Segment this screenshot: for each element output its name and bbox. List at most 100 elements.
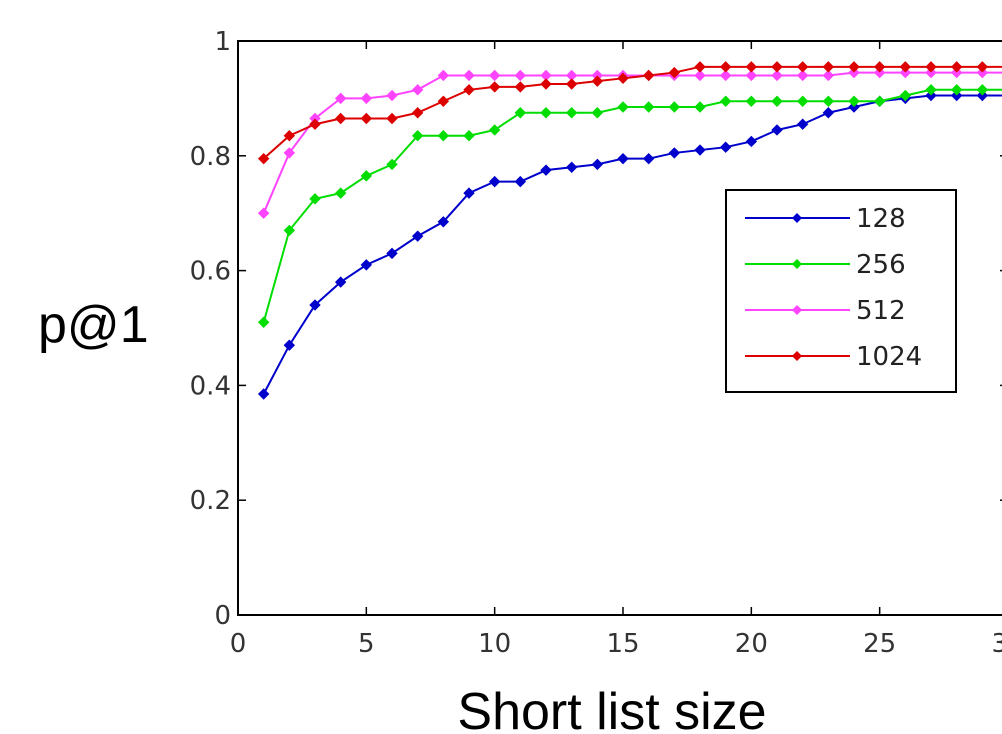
data-point xyxy=(334,112,347,125)
series-1024 xyxy=(257,61,1002,165)
data-point xyxy=(437,130,450,142)
data-point xyxy=(873,61,886,73)
data-point xyxy=(488,81,501,93)
y-axis: 0 0.2 0.4 0.6 0.8 1 xyxy=(190,27,1002,631)
data-point xyxy=(745,135,758,148)
data-point xyxy=(950,66,963,79)
data-point xyxy=(565,107,578,119)
data-point xyxy=(514,81,527,93)
data-point xyxy=(617,72,629,85)
data-point xyxy=(309,299,321,311)
data-point xyxy=(488,69,501,82)
data-point xyxy=(694,61,706,73)
data-point xyxy=(822,95,835,107)
legend-marker xyxy=(792,351,802,361)
data-point xyxy=(334,92,347,105)
y-tick-label: 0.8 xyxy=(190,142,231,172)
y-tick-label: 0.2 xyxy=(190,486,231,516)
legend: 128 256 512 1024 xyxy=(725,189,957,393)
data-point xyxy=(488,124,501,136)
data-point xyxy=(899,89,912,102)
data-point xyxy=(745,69,758,82)
data-point xyxy=(719,141,732,153)
y-axis-title: p@1 xyxy=(38,296,149,354)
data-point xyxy=(976,89,989,102)
legend-label: 256 xyxy=(856,250,906,280)
data-point xyxy=(925,84,937,96)
legend-entry-128: 128 xyxy=(745,204,906,234)
data-point xyxy=(386,158,398,171)
data-point xyxy=(642,152,655,165)
data-point xyxy=(540,164,552,176)
data-point xyxy=(694,144,706,156)
data-point xyxy=(873,95,886,107)
data-point xyxy=(745,61,758,73)
data-point xyxy=(899,66,912,79)
data-point xyxy=(514,107,527,119)
legend-marker xyxy=(792,305,802,315)
data-point xyxy=(668,147,681,159)
legend-marker xyxy=(792,213,802,223)
x-tick-label: 25 xyxy=(863,629,896,659)
data-point xyxy=(719,95,732,107)
y-tick-label: 1 xyxy=(214,27,231,57)
data-point xyxy=(463,69,475,82)
data-point xyxy=(848,66,860,79)
data-point xyxy=(668,66,681,79)
data-point xyxy=(463,84,475,96)
data-point xyxy=(796,61,809,73)
x-tick-label: 0 xyxy=(230,629,247,659)
data-point xyxy=(976,61,989,73)
data-point xyxy=(822,107,835,119)
data-point xyxy=(591,158,604,171)
data-point xyxy=(540,78,552,90)
legend-box xyxy=(725,189,957,393)
data-point xyxy=(488,175,501,188)
data-point xyxy=(848,61,860,73)
data-point xyxy=(411,107,424,119)
data-point xyxy=(437,95,450,107)
data-point xyxy=(411,130,424,142)
data-point xyxy=(771,95,783,107)
data-point xyxy=(950,89,963,102)
legend-label: 128 xyxy=(856,204,906,234)
legend-label: 1024 xyxy=(856,342,922,372)
data-point xyxy=(950,61,963,73)
legend-entry-256: 256 xyxy=(745,250,906,280)
data-point xyxy=(925,89,937,102)
data-point xyxy=(257,152,270,165)
legend-marker xyxy=(792,259,802,269)
series-layer xyxy=(257,61,1002,400)
data-point xyxy=(334,276,347,288)
data-point xyxy=(668,101,681,113)
data-point xyxy=(437,216,450,228)
data-point xyxy=(360,259,373,271)
data-point xyxy=(976,84,989,96)
data-point xyxy=(771,69,783,82)
data-point xyxy=(873,66,886,79)
x-tick-label: 30 xyxy=(991,629,1002,659)
data-point xyxy=(848,101,860,113)
data-point xyxy=(360,112,373,125)
data-point xyxy=(719,69,732,82)
x-tick-label: 20 xyxy=(735,629,768,659)
data-point xyxy=(617,152,629,165)
x-axis: 0 5 10 15 20 25 30 xyxy=(230,41,1002,659)
data-point xyxy=(514,175,527,188)
series-256 xyxy=(257,84,1002,328)
data-point xyxy=(976,66,989,79)
data-point xyxy=(386,247,398,260)
data-point xyxy=(642,69,655,82)
data-point xyxy=(950,84,963,96)
data-point xyxy=(283,224,296,237)
data-point xyxy=(796,95,809,107)
data-point xyxy=(694,101,706,113)
data-point xyxy=(642,101,655,113)
data-point xyxy=(411,230,424,242)
data-point xyxy=(360,170,373,182)
data-point xyxy=(386,112,398,125)
data-point xyxy=(411,84,424,96)
data-point xyxy=(591,107,604,119)
data-point xyxy=(694,69,706,82)
data-point xyxy=(257,316,270,328)
